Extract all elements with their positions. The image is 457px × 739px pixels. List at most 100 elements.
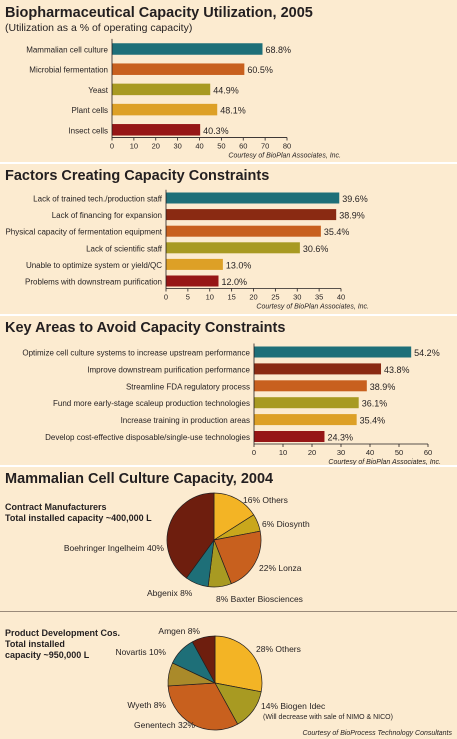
chart-credit: Courtesy of BioPlan Associates, Inc. xyxy=(256,304,369,311)
chart-title: Factors Creating Capacity Constraints xyxy=(5,168,270,184)
pie-slice xyxy=(167,682,239,731)
product-development-panel: 28% Others 14% Biogen Idec (Will decrease … xyxy=(0,612,457,739)
bar xyxy=(112,103,218,116)
category-label: Unable to optimize system or yield/QC xyxy=(26,261,162,270)
category-label: Lack of scientific staff xyxy=(86,244,163,253)
x-tick-label: 40 xyxy=(366,448,374,457)
bar xyxy=(166,209,337,221)
capacity-constraints-panel: Factors Creating Capacity Constraints La… xyxy=(0,164,457,314)
x-tick-label: 0 xyxy=(252,448,256,457)
x-tick-label: 0 xyxy=(164,293,168,302)
value-label: 38.9% xyxy=(339,211,365,221)
category-label: Insect cells xyxy=(68,126,108,135)
contract-manufacturers-pie: 16% Others 6% Diosynth 22% Lonza 8% Baxter … xyxy=(5,492,310,604)
x-tick-label: 30 xyxy=(293,293,301,302)
slice-label: 22% Lonza xyxy=(259,563,302,573)
slice-label: Abgenix 8% xyxy=(147,588,193,598)
category-label: Microbial fermentation xyxy=(29,66,108,75)
category-label: Optimize cell culture systems to increas… xyxy=(22,349,250,358)
bar xyxy=(166,258,223,270)
bar xyxy=(112,83,211,96)
chart-title: Key Areas to Avoid Capacity Constraints xyxy=(5,320,286,336)
x-tick-label: 70 xyxy=(261,142,269,151)
slice-label: Boehringer Ingelheim 40% xyxy=(64,543,165,553)
category-label: Lack of trained tech./production staff xyxy=(33,195,163,204)
pie-slice xyxy=(191,635,216,684)
slice-label: 8% Baxter Biosciences xyxy=(216,594,303,604)
value-label: 68.8% xyxy=(266,45,292,55)
bar xyxy=(166,225,321,237)
chart-credit: Courtesy of BioProcess Technology Consul… xyxy=(302,730,452,737)
pie-slice xyxy=(213,492,255,541)
category-label: Increase training in production areas xyxy=(121,416,250,425)
category-label: Fund more early-stage scaleup production… xyxy=(53,399,250,408)
value-label: 35.4% xyxy=(324,227,350,237)
x-tick-label: 15 xyxy=(227,293,235,302)
pie-subtitle: Total installed capacity ~400,000 L xyxy=(5,513,152,523)
category-label: Improve downstream purification performa… xyxy=(87,365,250,374)
x-tick-label: 80 xyxy=(283,142,291,151)
x-tick-label: 20 xyxy=(152,142,160,151)
bar xyxy=(254,380,367,392)
slice-label: Amgen 8% xyxy=(158,626,200,636)
x-tick-label: 40 xyxy=(337,293,345,302)
bar xyxy=(254,363,382,375)
value-label: 39.6% xyxy=(342,194,368,204)
key-areas-chart: Optimize cell culture systems to increas… xyxy=(22,343,441,465)
category-label: Lack of financing for expansion xyxy=(52,211,162,220)
bar xyxy=(112,43,263,55)
value-label: 44.9% xyxy=(213,85,239,95)
value-label: 12.0% xyxy=(222,277,248,287)
key-areas-panel: Key Areas to Avoid Capacity Constraints … xyxy=(0,316,457,465)
x-tick-label: 5 xyxy=(186,293,190,302)
pie-slice xyxy=(213,530,262,585)
bar xyxy=(254,397,359,409)
value-label: 35.4% xyxy=(360,416,386,426)
value-label: 54.2% xyxy=(414,348,440,358)
pie-slice xyxy=(214,635,263,693)
bar xyxy=(112,124,201,136)
x-tick-label: 60 xyxy=(424,448,432,457)
slice-label: Wyeth 8% xyxy=(127,700,166,710)
capacity-utilization-chart: Mammalian cell culture 68.8% Microbial fer… xyxy=(26,38,341,160)
value-label: 30.6% xyxy=(303,244,329,254)
value-label: 40.3% xyxy=(203,126,229,136)
capacity-constraints-chart: Lack of trained tech./production staff 39… xyxy=(5,189,369,311)
bar xyxy=(254,431,325,442)
x-tick-label: 0 xyxy=(110,142,114,151)
mammalian-capacity-panel: Mammalian Cell Culture Capacity, 2004 16… xyxy=(0,467,457,611)
capacity-utilization-panel: Biopharmaceutical Capacity Utilization, … xyxy=(0,0,457,162)
slice-label: 14% Biogen Idec xyxy=(261,701,326,711)
x-tick-label: 20 xyxy=(308,448,316,457)
x-tick-label: 10 xyxy=(279,448,287,457)
value-label: 36.1% xyxy=(362,399,388,409)
x-tick-label: 60 xyxy=(239,142,247,151)
x-tick-label: 20 xyxy=(249,293,257,302)
pie-subtitle: Contract Manufacturers xyxy=(5,502,107,512)
slice-label: 28% Others xyxy=(256,644,301,654)
category-label: Mammalian cell culture xyxy=(26,46,108,55)
slice-label: Genentech 32% xyxy=(134,720,195,730)
value-label: 48.1% xyxy=(220,106,246,116)
slice-label: Novartis 10% xyxy=(115,647,166,657)
x-tick-label: 30 xyxy=(173,142,181,151)
x-tick-label: 30 xyxy=(337,448,345,457)
x-tick-label: 50 xyxy=(395,448,403,457)
bar xyxy=(166,192,340,204)
pie-subtitle: capacity ~950,000 L xyxy=(5,650,90,660)
value-label: 43.8% xyxy=(384,365,410,375)
slice-label: 6% Diosynth xyxy=(262,519,310,529)
bar xyxy=(254,346,412,358)
bar xyxy=(166,242,300,254)
chart-credit: Courtesy of BioPlan Associates, Inc. xyxy=(328,459,441,465)
category-label: Plant cells xyxy=(72,106,108,115)
chart-credit: Courtesy of BioPlan Associates, Inc. xyxy=(228,153,341,160)
x-tick-label: 10 xyxy=(130,142,138,151)
bar xyxy=(166,275,219,287)
value-label: 24.3% xyxy=(327,433,353,443)
x-tick-label: 35 xyxy=(315,293,323,302)
category-label: Problems with downstream purification xyxy=(25,278,162,287)
value-label: 13.0% xyxy=(226,260,252,270)
chart-subtitle: (Utilization as a % of operating capacit… xyxy=(5,22,193,34)
